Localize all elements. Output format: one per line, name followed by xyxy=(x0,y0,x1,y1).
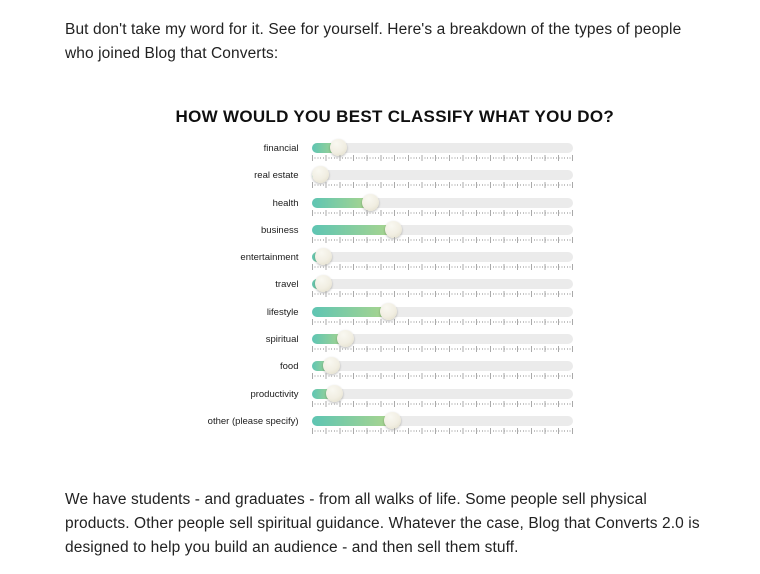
slider xyxy=(311,166,573,189)
tick-ruler xyxy=(311,318,573,325)
slider-track xyxy=(311,388,573,399)
slider-track xyxy=(311,224,573,235)
slider-fill xyxy=(311,143,339,153)
article: But don't take my word for it. See for y… xyxy=(65,21,700,556)
slider-track xyxy=(311,143,573,153)
slider-row: lifestyle xyxy=(176,302,600,325)
outro-paragraph: We have students - and graduates - from … xyxy=(65,490,700,556)
slider xyxy=(311,220,573,243)
slider-knob xyxy=(322,357,340,375)
category-label: food xyxy=(280,361,299,373)
slider-row: real estate xyxy=(176,166,600,189)
tick-ruler xyxy=(311,155,573,161)
category-label: financial xyxy=(263,143,299,154)
slider xyxy=(311,330,573,353)
slider-row: spiritual xyxy=(176,330,600,353)
tick-ruler xyxy=(311,346,573,353)
slider-fill xyxy=(311,224,394,235)
slider-track xyxy=(311,415,573,426)
chart-title: HOW WOULD YOU BEST CLASSIFY WHAT YOU DO? xyxy=(175,107,615,126)
slider-knob xyxy=(312,166,330,184)
slider xyxy=(311,248,573,271)
tick-ruler xyxy=(311,182,573,189)
slider-knob xyxy=(326,384,344,402)
slider-track xyxy=(311,197,573,208)
slider-row: travel xyxy=(176,275,600,298)
category-label: business xyxy=(261,224,299,236)
slider-row: financial xyxy=(176,139,600,161)
intro-paragraph: But don't take my word for it. See for y… xyxy=(65,21,682,62)
slider xyxy=(311,357,573,380)
category-label: entertainment xyxy=(240,252,299,264)
slider-track xyxy=(311,252,573,263)
chart-rows: financial real estate health business entert… xyxy=(176,139,600,434)
slider-row: other (please specify) xyxy=(176,411,600,434)
slider-knob xyxy=(336,330,354,348)
slider-fill xyxy=(311,361,332,372)
category-label: other (please specify) xyxy=(207,415,299,427)
slider-fill xyxy=(311,334,346,345)
slider xyxy=(311,302,573,325)
slider xyxy=(311,411,573,434)
slider-track xyxy=(311,170,573,181)
slider-row: health xyxy=(176,193,600,216)
tick-ruler xyxy=(311,400,573,407)
slider-row: food xyxy=(176,357,600,380)
slider-knob xyxy=(314,248,332,266)
tick-ruler xyxy=(311,209,573,216)
slider-fill xyxy=(311,415,393,426)
slider xyxy=(311,384,573,407)
slider xyxy=(311,139,573,161)
category-label: health xyxy=(272,197,299,209)
slider-track xyxy=(311,306,573,317)
slider-knob xyxy=(361,193,379,211)
slider-track xyxy=(311,279,573,290)
category-label: travel xyxy=(275,279,299,291)
slider-track xyxy=(311,334,573,345)
tick-ruler xyxy=(311,264,573,271)
slider-track xyxy=(311,361,573,372)
tick-ruler xyxy=(311,291,573,298)
tick-ruler xyxy=(311,373,573,380)
slider-fill xyxy=(311,306,389,317)
slider-knob xyxy=(385,220,403,238)
tick-ruler xyxy=(311,427,573,434)
slider-knob xyxy=(383,411,401,429)
category-label: real estate xyxy=(254,170,299,182)
slider-row: entertainment xyxy=(176,248,600,271)
slider-row: business xyxy=(176,220,600,243)
slider-row: productivity xyxy=(176,384,600,407)
category-label: spiritual xyxy=(265,334,299,346)
category-label: productivity xyxy=(250,388,299,400)
survey-chart: HOW WOULD YOU BEST CLASSIFY WHAT YOU DO?… xyxy=(175,106,615,434)
tick-ruler xyxy=(311,236,573,243)
slider xyxy=(311,275,573,298)
slider xyxy=(311,193,573,216)
slider-fill xyxy=(311,197,371,208)
slider-knob xyxy=(330,139,348,156)
slider-fill xyxy=(311,388,335,399)
slider-knob xyxy=(379,302,397,320)
slider-knob xyxy=(314,275,332,293)
category-label: lifestyle xyxy=(266,306,299,318)
